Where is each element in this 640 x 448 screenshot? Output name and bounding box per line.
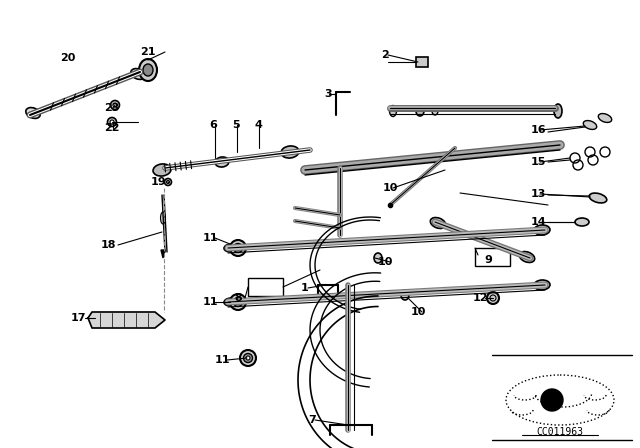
Ellipse shape xyxy=(519,251,534,263)
Bar xyxy=(248,278,283,296)
Ellipse shape xyxy=(430,218,445,228)
Text: 3: 3 xyxy=(324,89,332,99)
Ellipse shape xyxy=(240,350,256,366)
Text: 14: 14 xyxy=(530,217,546,227)
Text: 11: 11 xyxy=(214,355,230,365)
Ellipse shape xyxy=(230,240,246,256)
Text: 23: 23 xyxy=(104,103,120,113)
Bar xyxy=(475,248,510,266)
Ellipse shape xyxy=(589,193,607,203)
Text: 2: 2 xyxy=(381,50,389,60)
Ellipse shape xyxy=(164,178,172,185)
Ellipse shape xyxy=(108,117,116,126)
Polygon shape xyxy=(88,312,165,328)
Ellipse shape xyxy=(236,246,240,250)
Bar xyxy=(416,57,428,67)
Ellipse shape xyxy=(161,212,166,224)
Ellipse shape xyxy=(236,300,240,304)
Ellipse shape xyxy=(374,253,382,263)
Ellipse shape xyxy=(113,103,117,107)
Text: 12: 12 xyxy=(472,293,488,303)
Ellipse shape xyxy=(534,225,550,235)
Ellipse shape xyxy=(598,113,612,122)
Text: 5: 5 xyxy=(232,120,240,130)
Text: 1: 1 xyxy=(301,283,309,293)
Text: 22: 22 xyxy=(104,123,120,133)
Text: 7: 7 xyxy=(308,415,316,425)
Text: 21: 21 xyxy=(140,47,156,57)
Ellipse shape xyxy=(110,120,114,124)
Polygon shape xyxy=(161,250,165,258)
Ellipse shape xyxy=(224,298,238,306)
Text: 10: 10 xyxy=(378,257,393,267)
Ellipse shape xyxy=(111,100,120,109)
Ellipse shape xyxy=(534,280,550,290)
Ellipse shape xyxy=(166,181,170,184)
Text: 6: 6 xyxy=(209,120,217,130)
Ellipse shape xyxy=(416,106,424,116)
Text: 13: 13 xyxy=(531,189,546,199)
Ellipse shape xyxy=(26,108,40,118)
Ellipse shape xyxy=(487,292,499,304)
Text: 11: 11 xyxy=(202,233,218,243)
Text: 10: 10 xyxy=(382,183,397,193)
Text: 18: 18 xyxy=(100,240,116,250)
Circle shape xyxy=(541,389,563,411)
Text: 9: 9 xyxy=(484,255,492,265)
Text: 19: 19 xyxy=(150,177,166,187)
Ellipse shape xyxy=(432,107,438,115)
Text: 20: 20 xyxy=(60,53,76,63)
Text: 17: 17 xyxy=(70,313,86,323)
Ellipse shape xyxy=(281,146,299,158)
Text: 11: 11 xyxy=(202,297,218,307)
Text: 10: 10 xyxy=(410,307,426,317)
Ellipse shape xyxy=(143,64,153,76)
Ellipse shape xyxy=(401,290,409,300)
Ellipse shape xyxy=(139,59,157,81)
Ellipse shape xyxy=(390,105,397,116)
Text: CC011963: CC011963 xyxy=(536,427,584,437)
Ellipse shape xyxy=(131,69,145,79)
Ellipse shape xyxy=(583,121,596,129)
Ellipse shape xyxy=(234,297,243,306)
Ellipse shape xyxy=(224,244,238,252)
Ellipse shape xyxy=(575,218,589,226)
Ellipse shape xyxy=(215,157,229,167)
Ellipse shape xyxy=(153,164,171,176)
Ellipse shape xyxy=(234,244,243,253)
Text: 16: 16 xyxy=(530,125,546,135)
Ellipse shape xyxy=(246,356,250,360)
Text: 15: 15 xyxy=(531,157,546,167)
Ellipse shape xyxy=(243,353,253,362)
Ellipse shape xyxy=(554,104,562,118)
Text: 4: 4 xyxy=(254,120,262,130)
Text: 8: 8 xyxy=(234,293,242,303)
Ellipse shape xyxy=(230,294,246,310)
